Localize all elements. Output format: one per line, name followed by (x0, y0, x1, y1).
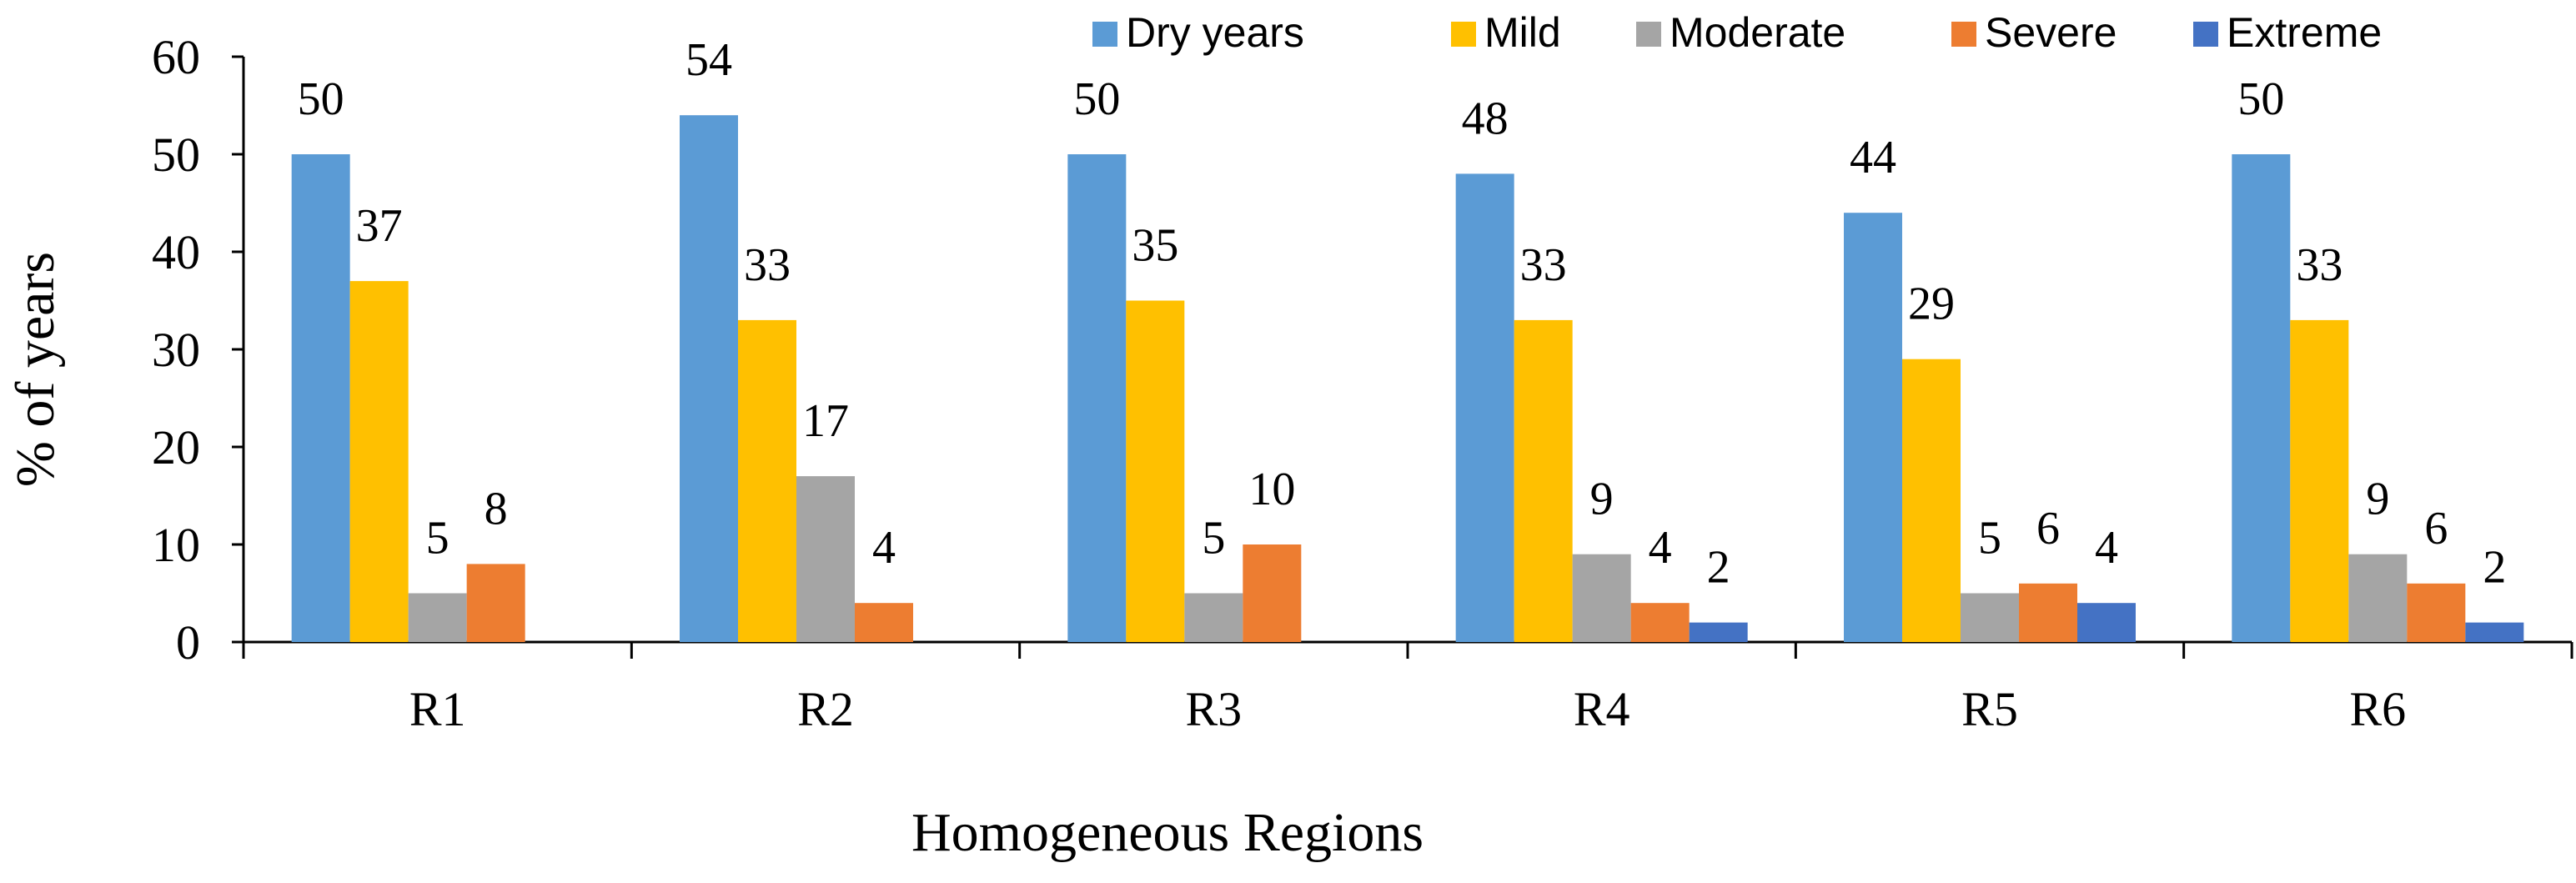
legend-swatch-extreme (2193, 22, 2218, 47)
legend-label: Mild (1484, 9, 1561, 56)
bar-severe-r4 (1630, 603, 1690, 642)
data-label: 54 (685, 34, 732, 86)
x-tick-label: R6 (2349, 682, 2406, 736)
data-label: 48 (1462, 93, 1509, 144)
data-label: 5 (1978, 513, 2001, 564)
x-tick-label: R2 (797, 682, 854, 736)
x-tick-label: R5 (1961, 682, 2018, 736)
bar-moderate-r6 (2348, 554, 2408, 642)
y-tick-label: 30 (152, 323, 200, 377)
data-label: 44 (1850, 132, 1896, 183)
x-axis-title: Homogeneous Regions (911, 802, 1424, 863)
legend-swatch-mild (1451, 22, 1476, 47)
bar-dry-years-r5 (1844, 213, 1902, 642)
x-tick-label: R4 (1574, 682, 1630, 736)
legend-label: Moderate (1670, 9, 1845, 56)
bar-mild-r4 (1514, 319, 1573, 642)
y-tick-label: 0 (176, 615, 200, 670)
legend-label: Severe (1985, 9, 2117, 56)
legend: Dry years Mild Moderate Severe Extreme (1092, 9, 2382, 56)
bar-moderate-r1 (408, 593, 467, 642)
bar-moderate-r5 (1961, 593, 2019, 642)
bar-mild-r3 (1126, 300, 1185, 642)
bar-mild-r6 (2290, 319, 2349, 642)
x-tick-label: R3 (1185, 682, 1242, 736)
data-label: 37 (356, 200, 403, 252)
data-label: 17 (802, 395, 849, 447)
bar-moderate-r2 (796, 476, 855, 642)
bar-extreme-r5 (2077, 603, 2136, 642)
legend-swatch-dry-years (1092, 22, 1117, 47)
data-label: 2 (1707, 542, 1730, 594)
bar-extreme-r4 (1689, 622, 1748, 642)
data-label: 4 (872, 522, 896, 574)
bar-dry-years-r3 (1067, 154, 1127, 642)
bar-moderate-r3 (1184, 593, 1243, 642)
bar-severe-r6 (2407, 583, 2466, 642)
axes: 0 10 20 30 40 50 60 R1 R2 R3 R4 R5 R6 (152, 30, 2573, 736)
data-label: 50 (298, 73, 344, 125)
data-label: 8 (485, 483, 508, 534)
data-label: 6 (2424, 503, 2448, 554)
bar-dry-years-r6 (2232, 154, 2291, 642)
data-label: 35 (1132, 220, 1178, 272)
bar-severe-r1 (466, 564, 525, 642)
bars (291, 115, 2524, 642)
data-label: 33 (1520, 239, 1567, 291)
data-label: 33 (2296, 239, 2343, 291)
bar-severe-r3 (1243, 544, 1302, 642)
data-label: 2 (2483, 542, 2506, 594)
data-label: 10 (1248, 464, 1295, 515)
bar-dry-years-r2 (680, 115, 738, 642)
data-label: 4 (2095, 522, 2118, 574)
y-tick-label: 60 (152, 30, 200, 84)
bar-dry-years-r1 (291, 154, 350, 642)
y-axis-title: % of years (5, 252, 66, 487)
data-label: 5 (1202, 513, 1225, 564)
bar-mild-r1 (349, 281, 409, 642)
data-label: 50 (1073, 73, 1120, 125)
legend-swatch-severe (1951, 22, 1976, 47)
y-tick-label: 50 (152, 128, 200, 182)
y-tick-label: 40 (152, 225, 200, 279)
bar-extreme-r6 (2465, 622, 2524, 642)
data-label: 29 (1908, 278, 1955, 330)
legend-swatch-moderate (1636, 22, 1661, 47)
data-label: 50 (2237, 73, 2284, 125)
bar-severe-r5 (2019, 583, 2077, 642)
bar-dry-years-r4 (1455, 173, 1514, 642)
legend-label: Dry years (1126, 9, 1304, 56)
x-tick-label: R1 (409, 682, 466, 736)
data-label: 4 (1649, 522, 1672, 574)
bar-moderate-r4 (1572, 554, 1631, 642)
y-tick-label: 20 (152, 420, 200, 474)
data-label: 6 (2036, 503, 2060, 554)
data-label: 33 (744, 239, 791, 291)
bar-mild-r2 (738, 319, 796, 642)
legend-label: Extreme (2227, 9, 2382, 56)
data-label: 9 (1590, 474, 1614, 525)
data-label: 5 (426, 513, 449, 564)
bar-mild-r5 (1902, 359, 1961, 642)
y-tick-label: 10 (152, 518, 200, 572)
bar-severe-r2 (855, 603, 913, 642)
data-label: 9 (2366, 474, 2389, 525)
